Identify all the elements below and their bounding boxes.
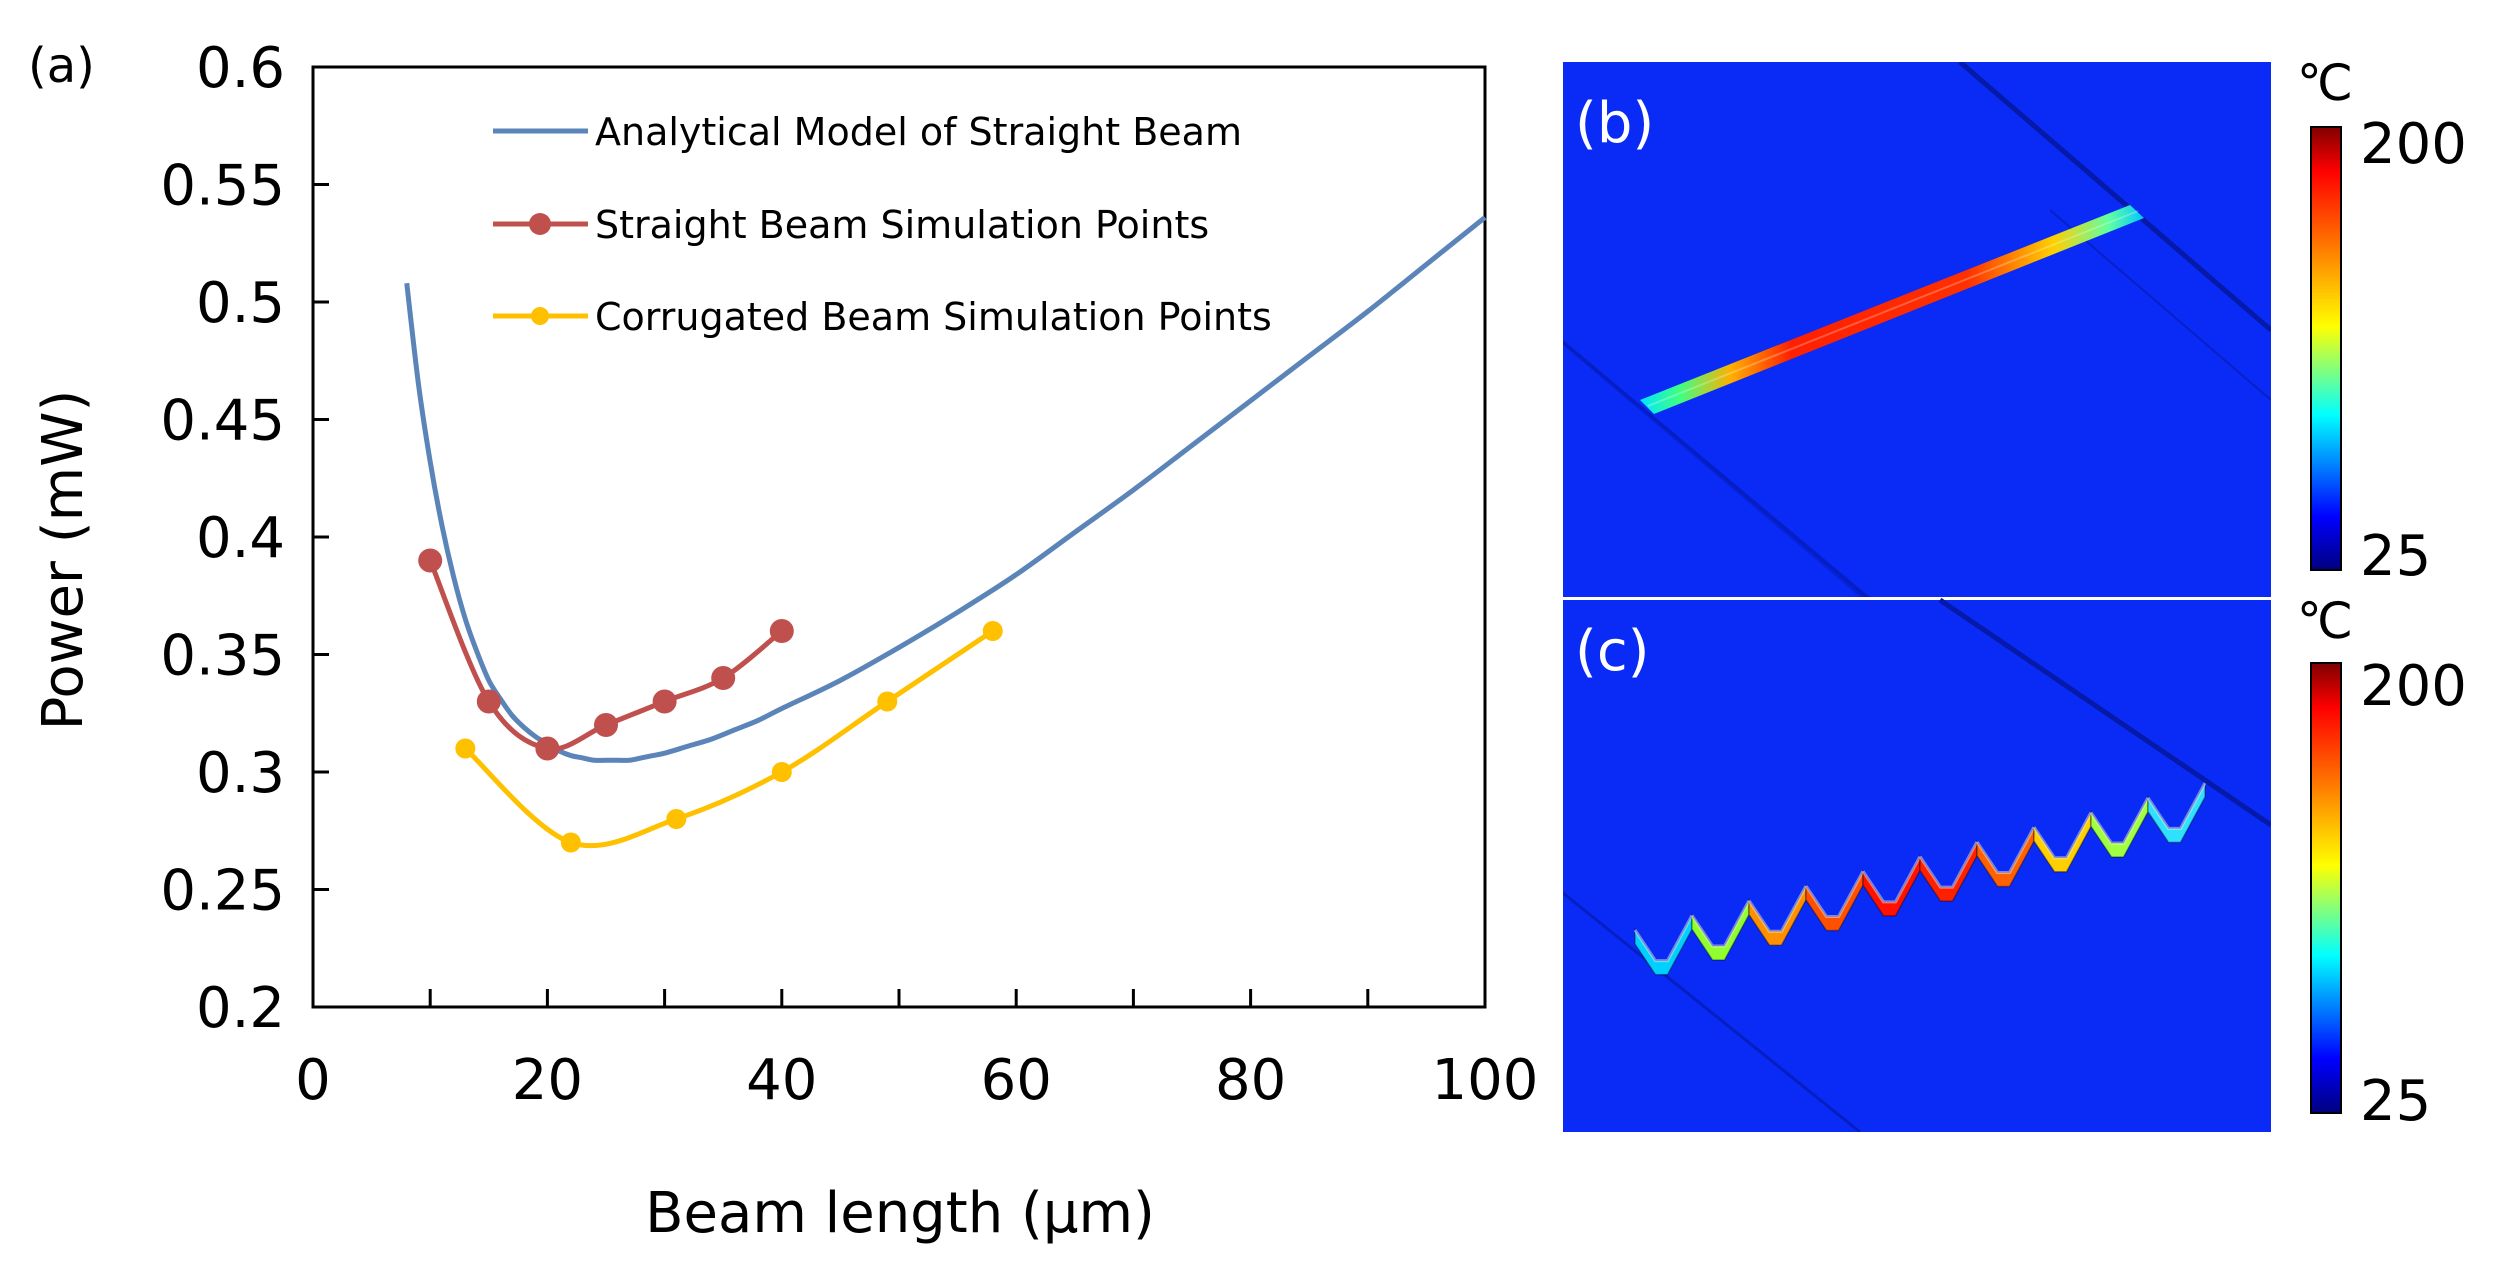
legend-entry-straight: Straight Beam Simulation Points	[493, 203, 1209, 247]
data-point-corrugated	[771, 762, 792, 782]
straight-beam	[1640, 205, 2144, 414]
series-line-corrugated	[463, 628, 995, 849]
corrugation-highlight	[1804, 870, 1865, 919]
data-point-straight	[711, 666, 736, 690]
y-tick-label: 0.55	[160, 154, 285, 219]
corrugation-highlight	[1690, 899, 1751, 948]
y-axis-title: Power (mW)	[31, 390, 96, 731]
legend-label-corrugated: Corrugated Beam Simulation Points	[595, 295, 1272, 339]
x-tick-label: 20	[512, 1048, 583, 1113]
x-tick-label: 60	[981, 1048, 1052, 1113]
panel-c-colorbar-min: 25	[2360, 1069, 2431, 1134]
corrugation-highlight	[1975, 826, 2036, 874]
legend-label-analytical: Analytical Model of Straight Beam	[595, 110, 1242, 154]
y-tick-label: 0.35	[160, 624, 285, 689]
data-point-straight	[535, 736, 560, 761]
y-tick-label: 0.5	[196, 271, 285, 336]
y-tick-label: 0.2	[196, 976, 285, 1041]
data-point-straight	[418, 548, 443, 573]
y-axis: 0.2 0.25 0.3 0.35 0.4 0.45 0.5 0.55 0.6	[160, 36, 329, 1041]
panel-a-chart: (a) 0.2 0.25 0.3 0.35 0.4 0.45 0.5 0.55 0.6 0 20 4…	[28, 36, 1538, 1246]
panel-b-colorbar-max: 200	[2360, 112, 2467, 177]
data-point-corrugated	[877, 691, 898, 712]
panel-b-background	[1563, 62, 2271, 597]
legend-label-straight: Straight Beam Simulation Points	[595, 203, 1209, 247]
legend-entry-corrugated: Corrugated Beam Simulation Points	[493, 295, 1272, 339]
panel-a-label: (a)	[28, 38, 95, 94]
data-point-corrugated	[982, 621, 1003, 641]
data-point-corrugated	[455, 738, 476, 759]
corrugation-highlight	[2146, 782, 2207, 830]
panel-c-colorbar	[2310, 662, 2342, 1114]
y-tick-label: 0.25	[160, 859, 285, 924]
corrugation-highlight	[2089, 796, 2150, 845]
corrugation-highlight	[2032, 811, 2093, 860]
data-point-straight	[594, 713, 618, 737]
x-axis-title: Beam length (μm)	[645, 1181, 1155, 1246]
corrugation-highlight	[1861, 855, 1922, 904]
data-point-straight	[769, 619, 794, 643]
y-tick-label: 0.6	[196, 36, 285, 101]
y-tick-label: 0.3	[196, 741, 285, 806]
x-tick-label: 40	[746, 1048, 817, 1113]
corrugation-highlight	[1918, 841, 1979, 889]
corrugation-segment	[2147, 782, 2206, 844]
x-tick-label: 0	[295, 1048, 331, 1113]
panel-b-thermal-map: (b) ℃ 200 25	[1563, 54, 2467, 597]
corrugation-highlight	[1747, 885, 1808, 933]
y-tick-label: 0.4	[196, 506, 285, 571]
panel-b-label: (b)	[1575, 91, 1654, 156]
panel-b-colorbar-unit: ℃	[2297, 54, 2353, 112]
panel-c-colorbar-unit: ℃	[2297, 592, 2353, 650]
data-point-straight	[476, 689, 501, 714]
panel-b-colorbar	[2310, 126, 2342, 571]
panel-b-substrate-edge	[1563, 340, 1870, 597]
x-tick-label: 100	[1432, 1048, 1539, 1113]
data-point-corrugated	[560, 832, 581, 853]
x-tick-label: 80	[1215, 1048, 1286, 1113]
data-point-straight	[652, 689, 677, 714]
corrugation-highlight	[1633, 914, 1694, 963]
data-point-corrugated	[666, 809, 687, 829]
legend-entry-analytical: Analytical Model of Straight Beam	[493, 110, 1242, 154]
panel-b-colorbar-min: 25	[2360, 524, 2431, 589]
y-tick-label: 0.45	[160, 389, 285, 454]
series-layer	[404, 215, 1487, 853]
panel-c-thermal-map: (c) ℃ 200 25	[1563, 592, 2467, 1134]
x-axis: 0 20 40 60 80 100	[295, 989, 1538, 1113]
panel-c-label: (c)	[1575, 619, 1649, 684]
legend: Analytical Model of Straight Beam Straig…	[493, 110, 1272, 339]
series-line-analytical	[404, 215, 1487, 763]
corrugated-beam	[1633, 782, 2207, 976]
panel-c-colorbar-max: 200	[2360, 654, 2467, 719]
